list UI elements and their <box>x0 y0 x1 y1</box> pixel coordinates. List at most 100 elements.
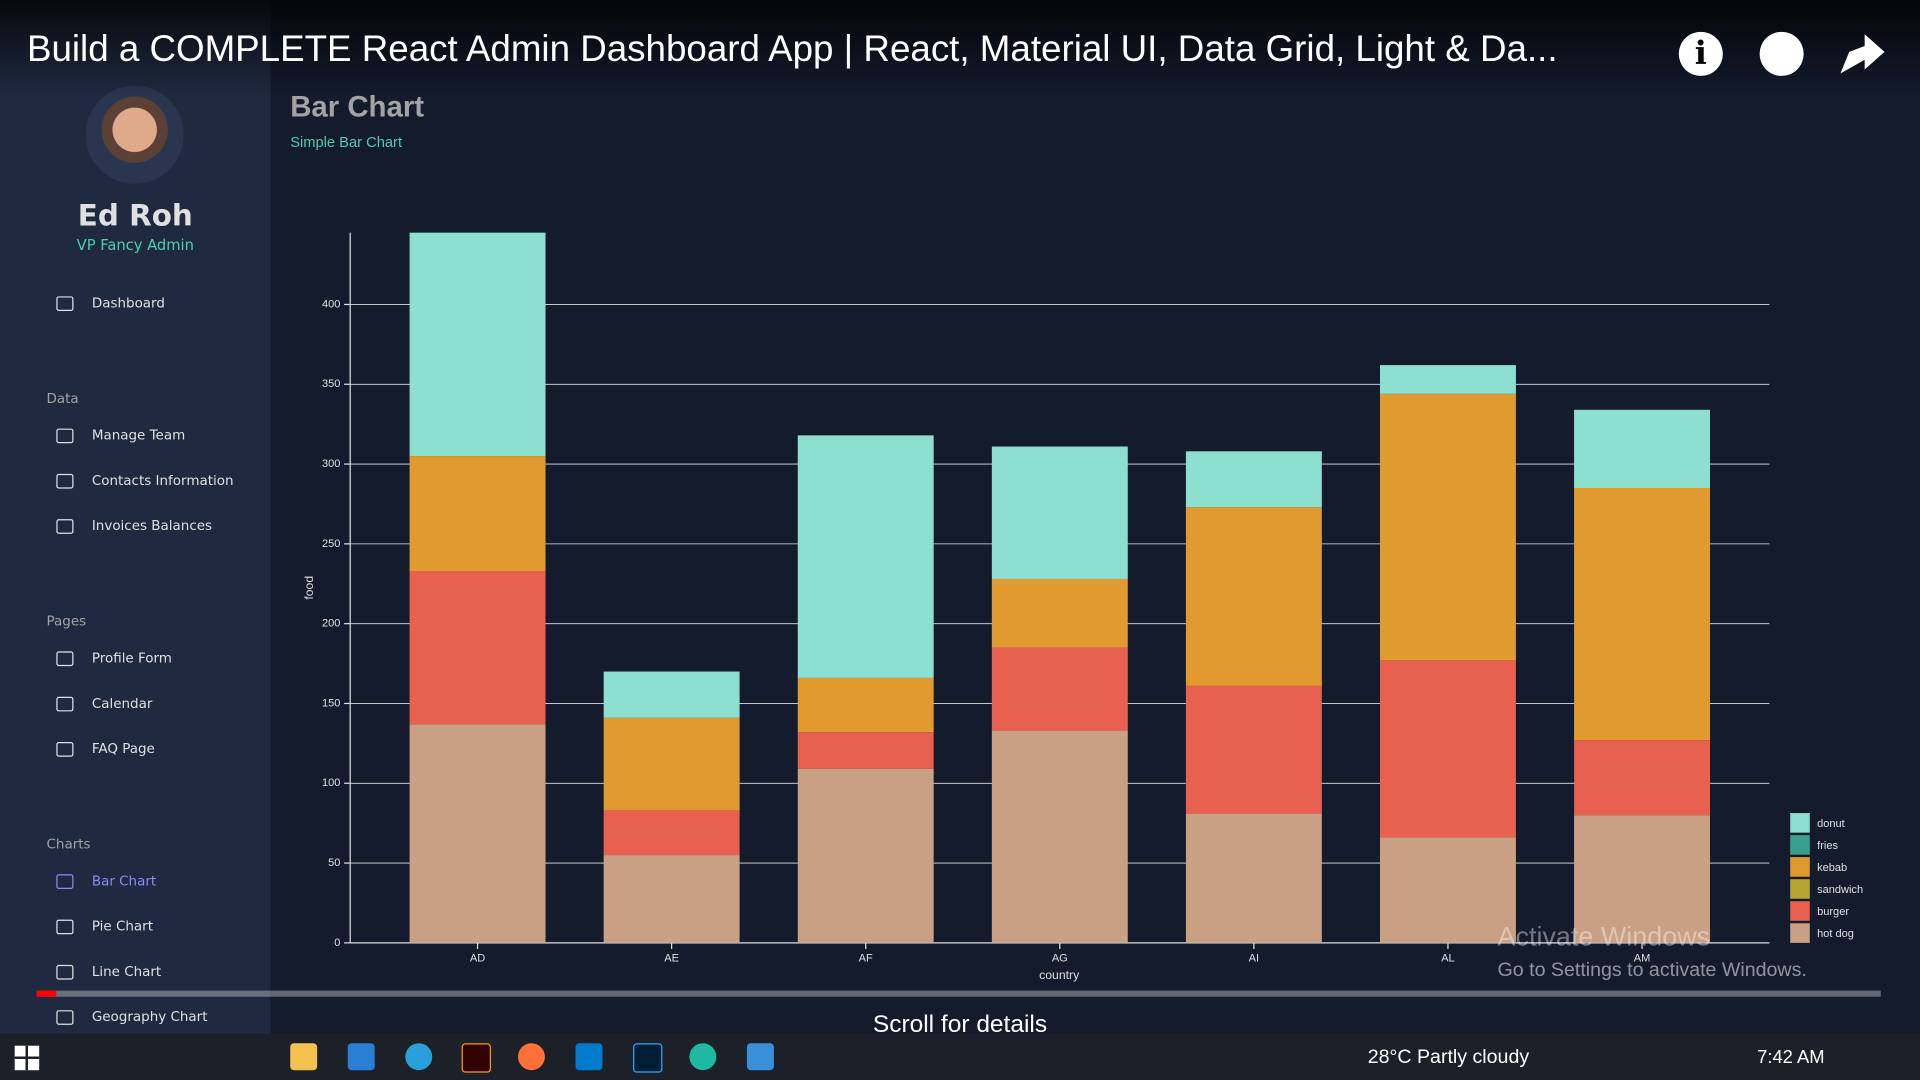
bar-segment <box>1574 740 1711 816</box>
x-tick-label: AG <box>1052 953 1068 965</box>
user-name: Ed Roh <box>77 198 193 233</box>
bar-segment <box>1185 813 1322 943</box>
app-illustrator[interactable] <box>461 1043 492 1073</box>
bar-segment <box>1574 815 1711 943</box>
legend-swatch <box>1790 835 1810 855</box>
menu-item[interactable]: Dashboard <box>91 295 165 312</box>
progress-bar[interactable] <box>36 990 1881 997</box>
menu-icon <box>56 919 74 935</box>
menu-icon <box>56 473 74 489</box>
bar-segment <box>603 810 740 856</box>
bar-segment <box>1574 488 1711 741</box>
app-media[interactable] <box>746 1043 774 1071</box>
bar-segment <box>991 730 1128 943</box>
legend-swatch <box>1790 857 1810 877</box>
user-role: VP Fancy Admin <box>76 236 194 254</box>
app-firefox[interactable] <box>517 1043 545 1071</box>
y-tick-label: 0 <box>334 937 340 949</box>
bar-segment <box>797 677 934 733</box>
bar-segment <box>603 717 740 811</box>
app-edge[interactable] <box>689 1043 717 1071</box>
start-button[interactable] <box>14 1045 40 1071</box>
bar-segment <box>409 456 546 571</box>
bar-segment <box>797 732 934 769</box>
app-telegram[interactable] <box>405 1043 433 1071</box>
watch-later-button[interactable] <box>1759 31 1804 76</box>
y-tick-label: 250 <box>322 538 340 550</box>
share-button[interactable] <box>1840 34 1885 74</box>
bar-segment <box>797 768 934 943</box>
bar-segment <box>409 570 546 725</box>
y-axis-label: food <box>302 576 316 600</box>
app-mail[interactable] <box>347 1043 375 1071</box>
y-tick-label: 350 <box>322 378 340 390</box>
app-photoshop[interactable] <box>633 1043 663 1073</box>
progress-played <box>36 990 57 997</box>
bar-segment <box>991 446 1128 579</box>
taskbar: 28°C Partly cloudy 7:42 AM <box>0 1033 1920 1080</box>
menu-icon <box>56 519 74 534</box>
bar-segment <box>991 578 1128 648</box>
legend-label: donut <box>1817 818 1845 830</box>
video-title[interactable]: Build a COMPLETE React Admin Dashboard A… <box>26 29 1558 70</box>
menu-icon <box>56 296 74 312</box>
bar-segment <box>603 855 740 943</box>
menu-item[interactable]: Invoices Balances <box>91 517 213 534</box>
bar-segment <box>1574 409 1711 489</box>
menu-item[interactable]: Geography Chart <box>91 1008 208 1025</box>
menu-item[interactable]: Pie Chart <box>91 918 154 935</box>
x-tick-label: AE <box>664 953 679 965</box>
menu-item[interactable]: FAQ Page <box>91 740 155 757</box>
menu-item[interactable]: Calendar <box>91 695 153 712</box>
app-explorer[interactable] <box>290 1043 318 1071</box>
menu-item[interactable]: Line Chart <box>91 963 162 980</box>
y-tick-label: 100 <box>322 777 340 789</box>
bar-segment <box>1185 685 1322 814</box>
menu-item[interactable]: Bar Chart <box>91 873 157 889</box>
clock[interactable]: 7:42 AM <box>1757 1046 1825 1068</box>
bar-segment <box>409 232 546 457</box>
y-tick-label: 200 <box>322 618 340 630</box>
app-vscode[interactable] <box>575 1043 603 1071</box>
menu-heading: Data <box>46 390 79 407</box>
bar-segment <box>991 647 1128 731</box>
menu-item[interactable]: Profile Form <box>91 650 172 667</box>
legend-swatch <box>1790 901 1810 921</box>
legend-label: hot dog <box>1817 928 1854 940</box>
x-tick-label: AM <box>1634 953 1651 965</box>
y-tick-label: 50 <box>328 857 340 869</box>
weather[interactable]: 28°C Partly cloudy <box>1367 1046 1530 1068</box>
bar-segment <box>409 724 546 943</box>
y-tick-label: 150 <box>322 697 340 709</box>
watermark-text: Go to Settings to activate Windows. <box>1497 960 1807 981</box>
y-tick-label: 400 <box>322 298 340 310</box>
menu-icon <box>56 1010 74 1025</box>
watermark-title: Activate Windows <box>1497 920 1711 952</box>
legend-swatch <box>1790 813 1810 833</box>
menu-item[interactable]: Manage Team <box>91 427 186 444</box>
bar-segment <box>1185 507 1322 686</box>
menu-icon <box>56 742 74 757</box>
sidebar: Ed Roh VP Fancy Admin Dashboard Data Manag… <box>0 0 271 1034</box>
bar-segment <box>797 435 934 678</box>
x-axis-label: country <box>1039 968 1080 982</box>
legend-label: sandwich <box>1817 884 1863 896</box>
menu-icon <box>56 874 74 889</box>
bar-segment <box>1380 837 1516 943</box>
menu-item[interactable]: Contacts Information <box>91 472 234 489</box>
info-button[interactable]: i <box>1678 31 1723 76</box>
bar-segment <box>1380 660 1516 838</box>
bar-segment <box>1380 365 1516 394</box>
avatar <box>85 85 184 184</box>
menu-icon <box>56 696 74 712</box>
y-tick-label: 300 <box>322 458 340 470</box>
menu-heading: Pages <box>46 613 87 630</box>
x-tick-label: AD <box>470 953 485 965</box>
menu-icon <box>56 964 74 980</box>
legend-label: kebab <box>1817 862 1847 874</box>
menu-icon <box>56 428 74 444</box>
x-tick-label: AF <box>859 953 873 965</box>
x-tick-label: AI <box>1249 953 1259 965</box>
